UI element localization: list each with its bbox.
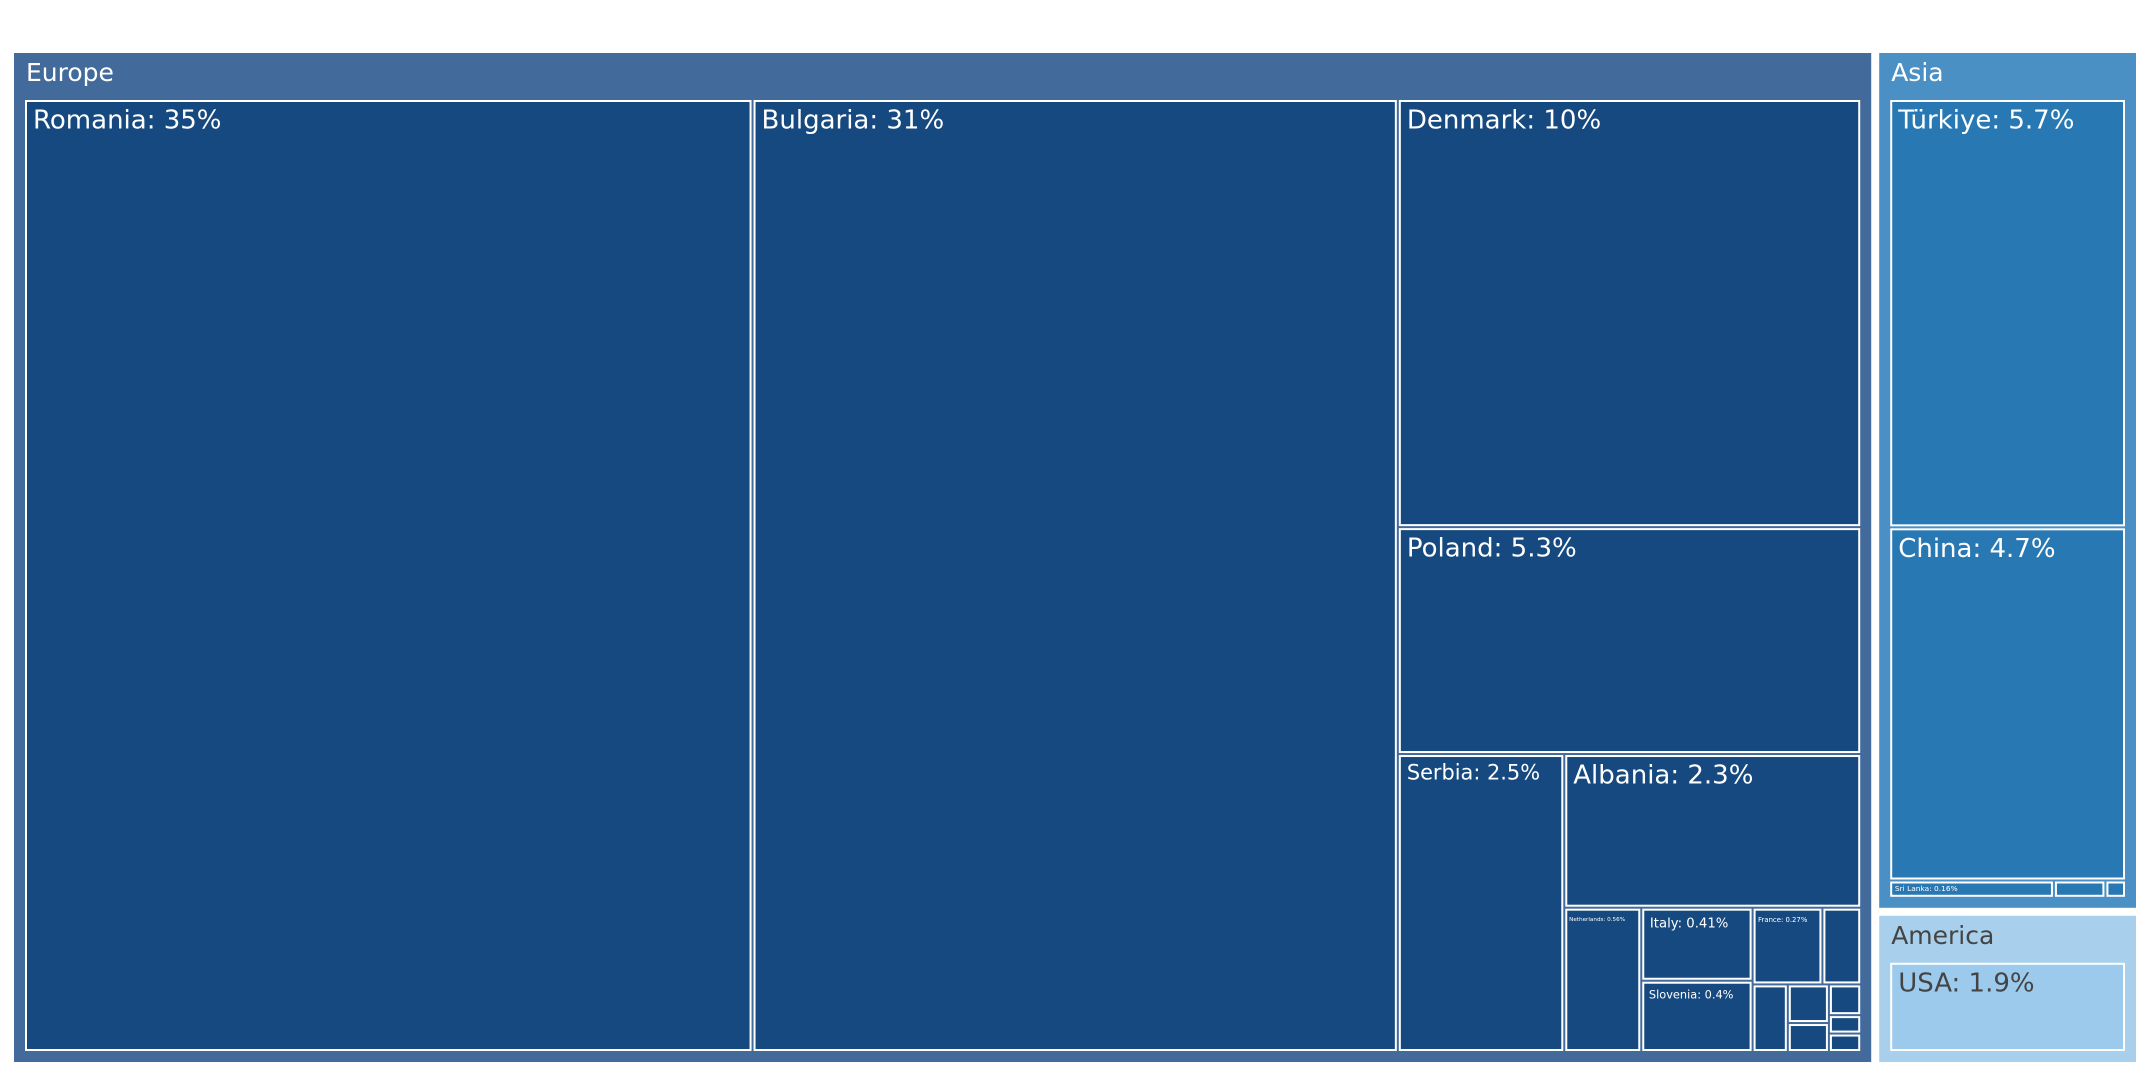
tile: [1890, 962, 2125, 1052]
tile: [1890, 100, 2125, 527]
tile-label: Bulgaria: 31%: [762, 106, 945, 136]
tile: [1829, 1034, 1861, 1052]
tile-label: Romania: 35%: [33, 106, 222, 136]
tile: [1788, 1024, 1828, 1052]
tile: [1753, 908, 1822, 984]
tile-label: Poland: 5.3%: [1407, 534, 1577, 564]
tile-label: Slovenia: 0.4%: [1649, 987, 1734, 1001]
tile: [1398, 100, 1861, 527]
tile: [2054, 881, 2105, 897]
tile-label: USA: 1.9%: [1898, 968, 2034, 998]
tile: [1398, 755, 1564, 1052]
group-label: Asia: [1891, 58, 1943, 87]
tile: [1642, 908, 1752, 980]
tile: [1890, 881, 2053, 897]
tile-label: Türkiye: 5.7%: [1897, 106, 2074, 136]
tile: [25, 100, 752, 1051]
tile-label: Sri Lanka: 0.16%: [1895, 884, 1958, 893]
tile-label: France: 0.27%: [1758, 916, 1808, 924]
tile: [1890, 528, 2125, 880]
tile: [1829, 1016, 1861, 1033]
tile: [1823, 908, 1861, 984]
group-label: Europe: [26, 58, 114, 87]
tile: [1753, 985, 1787, 1052]
tile-label: Denmark: 10%: [1407, 106, 1601, 136]
tile: [2106, 881, 2125, 897]
tile: [1398, 528, 1861, 754]
tile: [1565, 755, 1861, 907]
tile: [1829, 985, 1861, 1015]
tile-label: Italy: 0.41%: [1650, 916, 1728, 931]
tile-label: Albania: 2.3%: [1573, 761, 1753, 791]
tile-label: Serbia: 2.5%: [1407, 760, 1540, 784]
tile: [1788, 985, 1828, 1023]
tile-label: Netherlands: 0.56%: [1569, 917, 1626, 923]
tile: [753, 100, 1397, 1051]
tile-label: China: 4.7%: [1898, 534, 2055, 564]
tile: [1565, 908, 1641, 1051]
tile: [1642, 981, 1752, 1052]
group-label: America: [1891, 921, 1994, 950]
